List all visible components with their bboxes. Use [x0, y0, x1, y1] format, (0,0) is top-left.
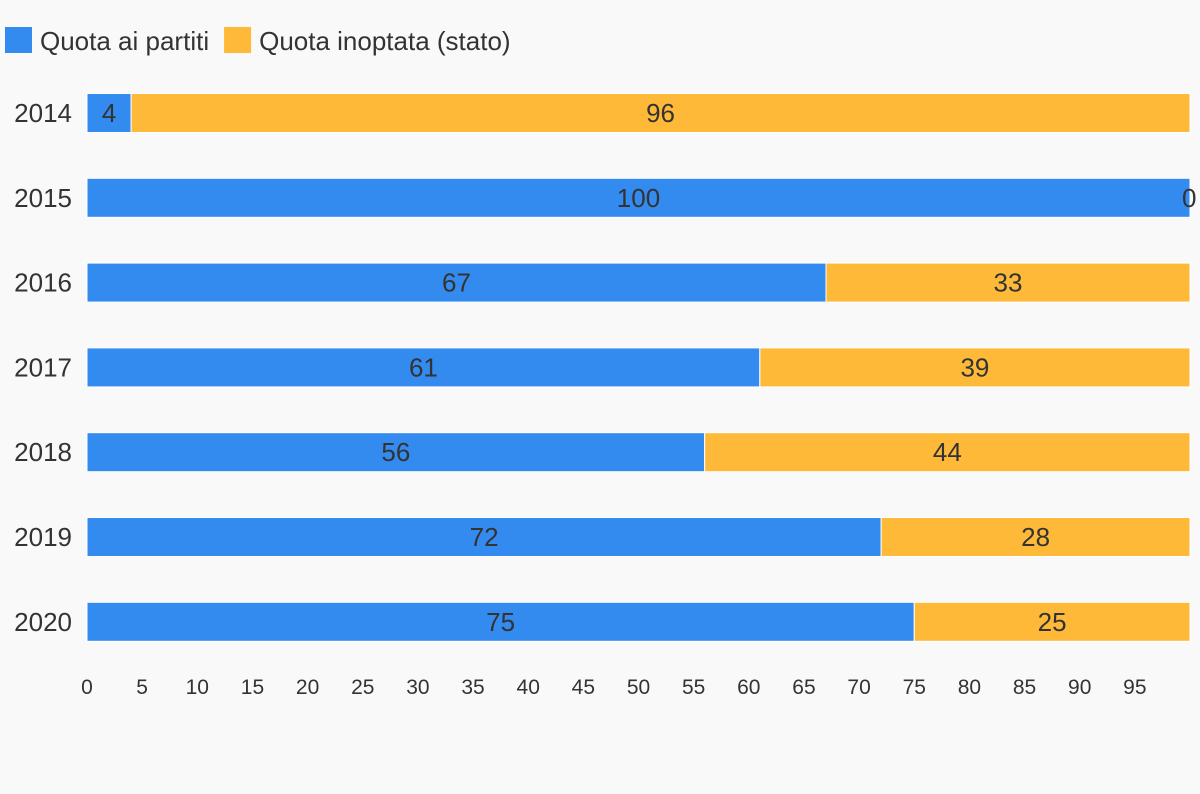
data-label-2020-quota-ai-partiti: 75 — [486, 607, 515, 637]
bar-2017-quota-ai-partiti — [86, 347, 761, 388]
y-tick-label-2018: 2018 — [14, 437, 72, 467]
x-tick-label-20: 20 — [296, 676, 319, 699]
x-tick-label-65: 65 — [792, 676, 815, 699]
x-tick-label-5: 5 — [136, 676, 148, 699]
y-tick-label-2016: 2016 — [14, 268, 72, 298]
x-tick-label-35: 35 — [461, 676, 484, 699]
x-tick-label-40: 40 — [517, 676, 540, 699]
bar-2019-quota-inoptata-stato — [880, 517, 1191, 557]
y-tick-label-2015: 2015 — [14, 183, 72, 213]
y-tick-label-2014: 2014 — [14, 98, 72, 128]
x-tick-label-85: 85 — [1013, 676, 1036, 699]
x-tick-label-45: 45 — [572, 676, 595, 699]
bar-2020-quota-ai-partiti — [86, 601, 915, 642]
x-tick-label-30: 30 — [406, 676, 429, 699]
bar-2016-quota-ai-partiti — [86, 262, 827, 303]
legend-label-quota-ai-partiti: Quota ai partiti — [40, 26, 209, 56]
bars-area: 4 96 100 0 67 33 61 39 56 44 72 28 75 25 — [86, 93, 1196, 642]
y-tick-label-2017: 2017 — [14, 352, 72, 382]
x-tick-label-60: 60 — [737, 676, 760, 699]
data-label-2017-quota-ai-partiti: 61 — [409, 352, 438, 382]
bar-2014-quota-ai-partiti — [86, 93, 132, 133]
y-axis: 2014 2015 2016 2017 2018 2019 2020 — [14, 98, 72, 637]
data-label-2015-quota-ai-partiti: 100 — [617, 183, 660, 213]
x-tick-label-15: 15 — [241, 676, 264, 699]
x-tick-label-0: 0 — [81, 676, 93, 699]
bar-2016-quota-inoptata-stato — [825, 262, 1191, 303]
data-label-2016-quota-inoptata-stato: 33 — [994, 268, 1023, 298]
x-axis: 0 5 10 15 20 25 30 35 40 45 50 55 60 65 70 75 80 85 90 95 — [81, 676, 1146, 699]
x-tick-label-80: 80 — [958, 676, 981, 699]
y-tick-label-2019: 2019 — [14, 522, 72, 552]
data-label-2017-quota-inoptata-stato: 39 — [960, 352, 989, 382]
x-tick-label-50: 50 — [627, 676, 650, 699]
x-tick-label-95: 95 — [1123, 676, 1146, 699]
x-tick-label-70: 70 — [847, 676, 870, 699]
legend: Quota ai partiti Quota inoptata (stato) — [5, 26, 511, 56]
bar-2020-quota-inoptata-stato — [913, 601, 1191, 642]
legend-swatch-quota-inoptata-stato — [224, 27, 252, 53]
bar-2015-quota-ai-partiti — [86, 177, 1191, 218]
data-label-2020-quota-inoptata-stato: 25 — [1038, 607, 1067, 637]
data-label-2014-quota-inoptata-stato: 96 — [646, 98, 675, 128]
y-tick-label-2020: 2020 — [14, 607, 72, 637]
data-label-2019-quota-inoptata-stato: 28 — [1021, 522, 1050, 552]
data-label-2018-quota-ai-partiti: 56 — [381, 437, 410, 467]
data-label-2016-quota-ai-partiti: 67 — [442, 268, 471, 298]
legend-swatch-quota-ai-partiti — [5, 27, 32, 53]
legend-label-quota-inoptata-stato: Quota inoptata (stato) — [259, 26, 510, 56]
bar-2018-quota-ai-partiti — [86, 432, 706, 473]
data-label-2014-quota-ai-partiti: 4 — [102, 98, 116, 128]
x-tick-label-55: 55 — [682, 676, 705, 699]
bar-2019-quota-ai-partiti — [86, 517, 882, 557]
data-label-2018-quota-inoptata-stato: 44 — [933, 437, 962, 467]
data-label-2015-quota-inoptata-stato: 0 — [1182, 183, 1196, 213]
bar-2017-quota-inoptata-stato — [759, 347, 1191, 388]
bar-2014-quota-inoptata-stato — [130, 93, 1191, 133]
x-tick-label-75: 75 — [903, 676, 926, 699]
x-tick-label-90: 90 — [1068, 676, 1091, 699]
x-tick-label-25: 25 — [351, 676, 374, 699]
x-tick-label-10: 10 — [186, 676, 209, 699]
bar-2018-quota-inoptata-stato — [704, 432, 1191, 473]
data-label-2019-quota-ai-partiti: 72 — [470, 522, 499, 552]
